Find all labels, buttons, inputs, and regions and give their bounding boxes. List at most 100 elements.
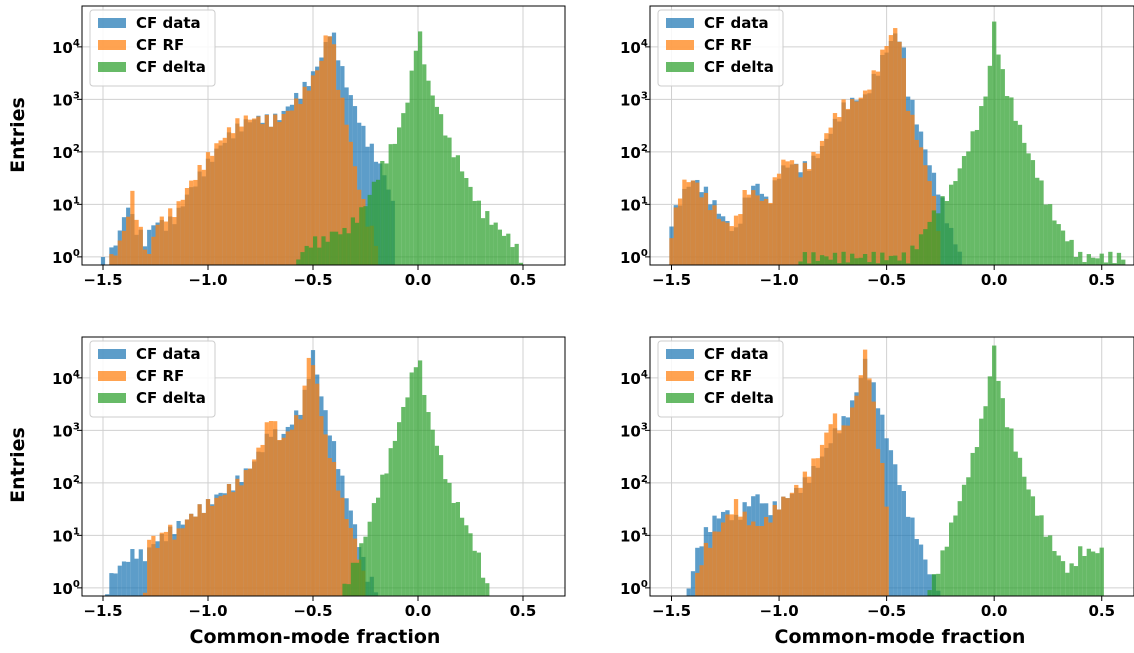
bar-cf_rf — [268, 421, 274, 596]
bar-cf_delta — [493, 222, 498, 265]
bar-cf_rf — [252, 118, 257, 265]
bar-cf_delta — [970, 131, 975, 265]
bar-cf_delta — [854, 258, 859, 265]
bar-cf_delta — [1090, 551, 1096, 596]
bar-cf_rf — [785, 498, 790, 596]
y-tick-label: 102 — [620, 474, 648, 493]
bar-cf_delta — [1030, 496, 1036, 596]
y-tick-label: 100 — [52, 248, 80, 267]
ylabel-top: Entries — [7, 97, 29, 173]
bar-cf_rf — [310, 75, 316, 265]
bar-cf_delta — [819, 255, 825, 265]
legend-swatch-cf_delta — [666, 62, 694, 72]
bar-cf_delta — [1086, 548, 1091, 596]
bar-cf_delta — [439, 455, 444, 596]
bar-cf_delta — [413, 50, 418, 265]
bar-cf_delta — [359, 207, 364, 265]
bar-cf_rf — [298, 419, 303, 596]
legend-swatch-cf_delta — [98, 393, 126, 403]
bar-cf_delta — [388, 448, 393, 596]
bar-cf_rf — [880, 49, 885, 265]
bar-cf_delta — [880, 252, 885, 265]
bar-cf_rf — [802, 162, 808, 265]
y-tick-label: 101 — [52, 526, 80, 545]
bar-cf_rf — [323, 35, 328, 265]
bar-cf_delta — [1056, 555, 1061, 596]
legend-swatch-cf_data — [666, 18, 694, 28]
bar-cf_delta — [397, 127, 402, 265]
bar-cf_delta — [996, 54, 1001, 265]
bar-cf_delta — [346, 584, 351, 596]
bar-cf_delta — [384, 473, 389, 596]
bar-cf_delta — [1035, 177, 1040, 265]
bar-cf_rf — [888, 35, 894, 265]
bar-cf_rf — [708, 210, 713, 265]
chart-panel-top-right: −1.5 −1.0 −0.5 0.0 0.5 100 101 102 103 104 CF data… — [620, 5, 1134, 289]
bar-cf_rf — [725, 222, 730, 265]
bar-cf_rf — [264, 114, 269, 265]
bar-cf_rf — [871, 70, 876, 265]
bar-cf_delta — [363, 536, 368, 596]
bar-cf_rf — [285, 110, 290, 265]
bar-cf_delta — [422, 394, 427, 596]
bar-cf_rf — [172, 217, 177, 265]
bar-cf_rf — [277, 122, 282, 265]
bar-cf_rf — [841, 99, 846, 265]
bar-cf_delta — [850, 253, 855, 265]
bar-cf_delta — [1043, 536, 1048, 596]
legend-swatch-cf_rf — [98, 40, 126, 50]
bar-cf_delta — [841, 251, 846, 265]
bar-cf_rf — [858, 375, 863, 596]
bar-cf_delta — [464, 178, 469, 265]
bar-cf_rf — [306, 357, 311, 596]
bar-cf_delta — [489, 224, 494, 265]
bar-cf_rf — [138, 226, 143, 265]
bar-cf_rf — [854, 395, 859, 596]
legend-label-cf_rf: CF RF — [704, 36, 752, 54]
bar-cf_data — [113, 245, 118, 265]
bar-cf_delta — [1026, 489, 1031, 596]
bars-group — [105, 350, 490, 596]
bar-cf_delta — [1065, 572, 1070, 596]
x-tick-label: −0.5 — [867, 271, 906, 289]
bar-cf_delta — [931, 574, 937, 596]
xlabel-right: Common-mode fraction — [775, 626, 1026, 648]
bar-cf_delta — [871, 251, 876, 265]
bar-cf_rf — [682, 179, 687, 265]
bar-cf_delta — [1065, 241, 1070, 265]
bar-cf_rf — [673, 207, 678, 265]
bar-cf_delta — [897, 260, 902, 265]
bar-cf_delta — [1047, 535, 1053, 596]
bar-cf_rf — [331, 461, 337, 596]
bar-cf_delta — [944, 546, 949, 596]
bar-cf_rf — [176, 528, 181, 596]
bar-cf_rf — [802, 471, 808, 596]
bar-cf_delta — [1121, 259, 1126, 265]
legend-label-cf_data: CF data — [704, 345, 769, 363]
bar-cf_rf — [759, 200, 765, 265]
bar-cf_rf — [210, 155, 215, 265]
bar-cf_delta — [371, 181, 376, 265]
bar-cf_delta — [481, 577, 486, 596]
bar-cf_delta — [350, 562, 355, 596]
bar-cf_rf — [768, 202, 773, 265]
bar-cf_delta — [409, 70, 414, 265]
bar-cf_rf — [184, 519, 190, 596]
bar-cf_rf — [755, 525, 760, 596]
bar-cf_delta — [1000, 398, 1005, 596]
bar-cf_rf — [336, 490, 341, 596]
bar-cf_delta — [940, 550, 945, 596]
bar-cf_rf — [789, 160, 795, 265]
bar-cf_data — [147, 229, 152, 265]
bar-cf_rf — [862, 349, 868, 596]
bar-cf_delta — [1022, 142, 1027, 265]
bar-cf_delta — [1035, 515, 1040, 596]
bar-cf_rf — [193, 516, 198, 596]
bar-cf_data — [695, 547, 700, 596]
bar-cf_rf — [289, 429, 295, 596]
bar-cf_delta — [944, 201, 949, 265]
bar-cf_rf — [277, 440, 282, 596]
bar-cf_rf — [201, 512, 206, 596]
x-tick-label: 0.5 — [510, 271, 537, 289]
x-tick-label: −1.0 — [759, 602, 798, 620]
